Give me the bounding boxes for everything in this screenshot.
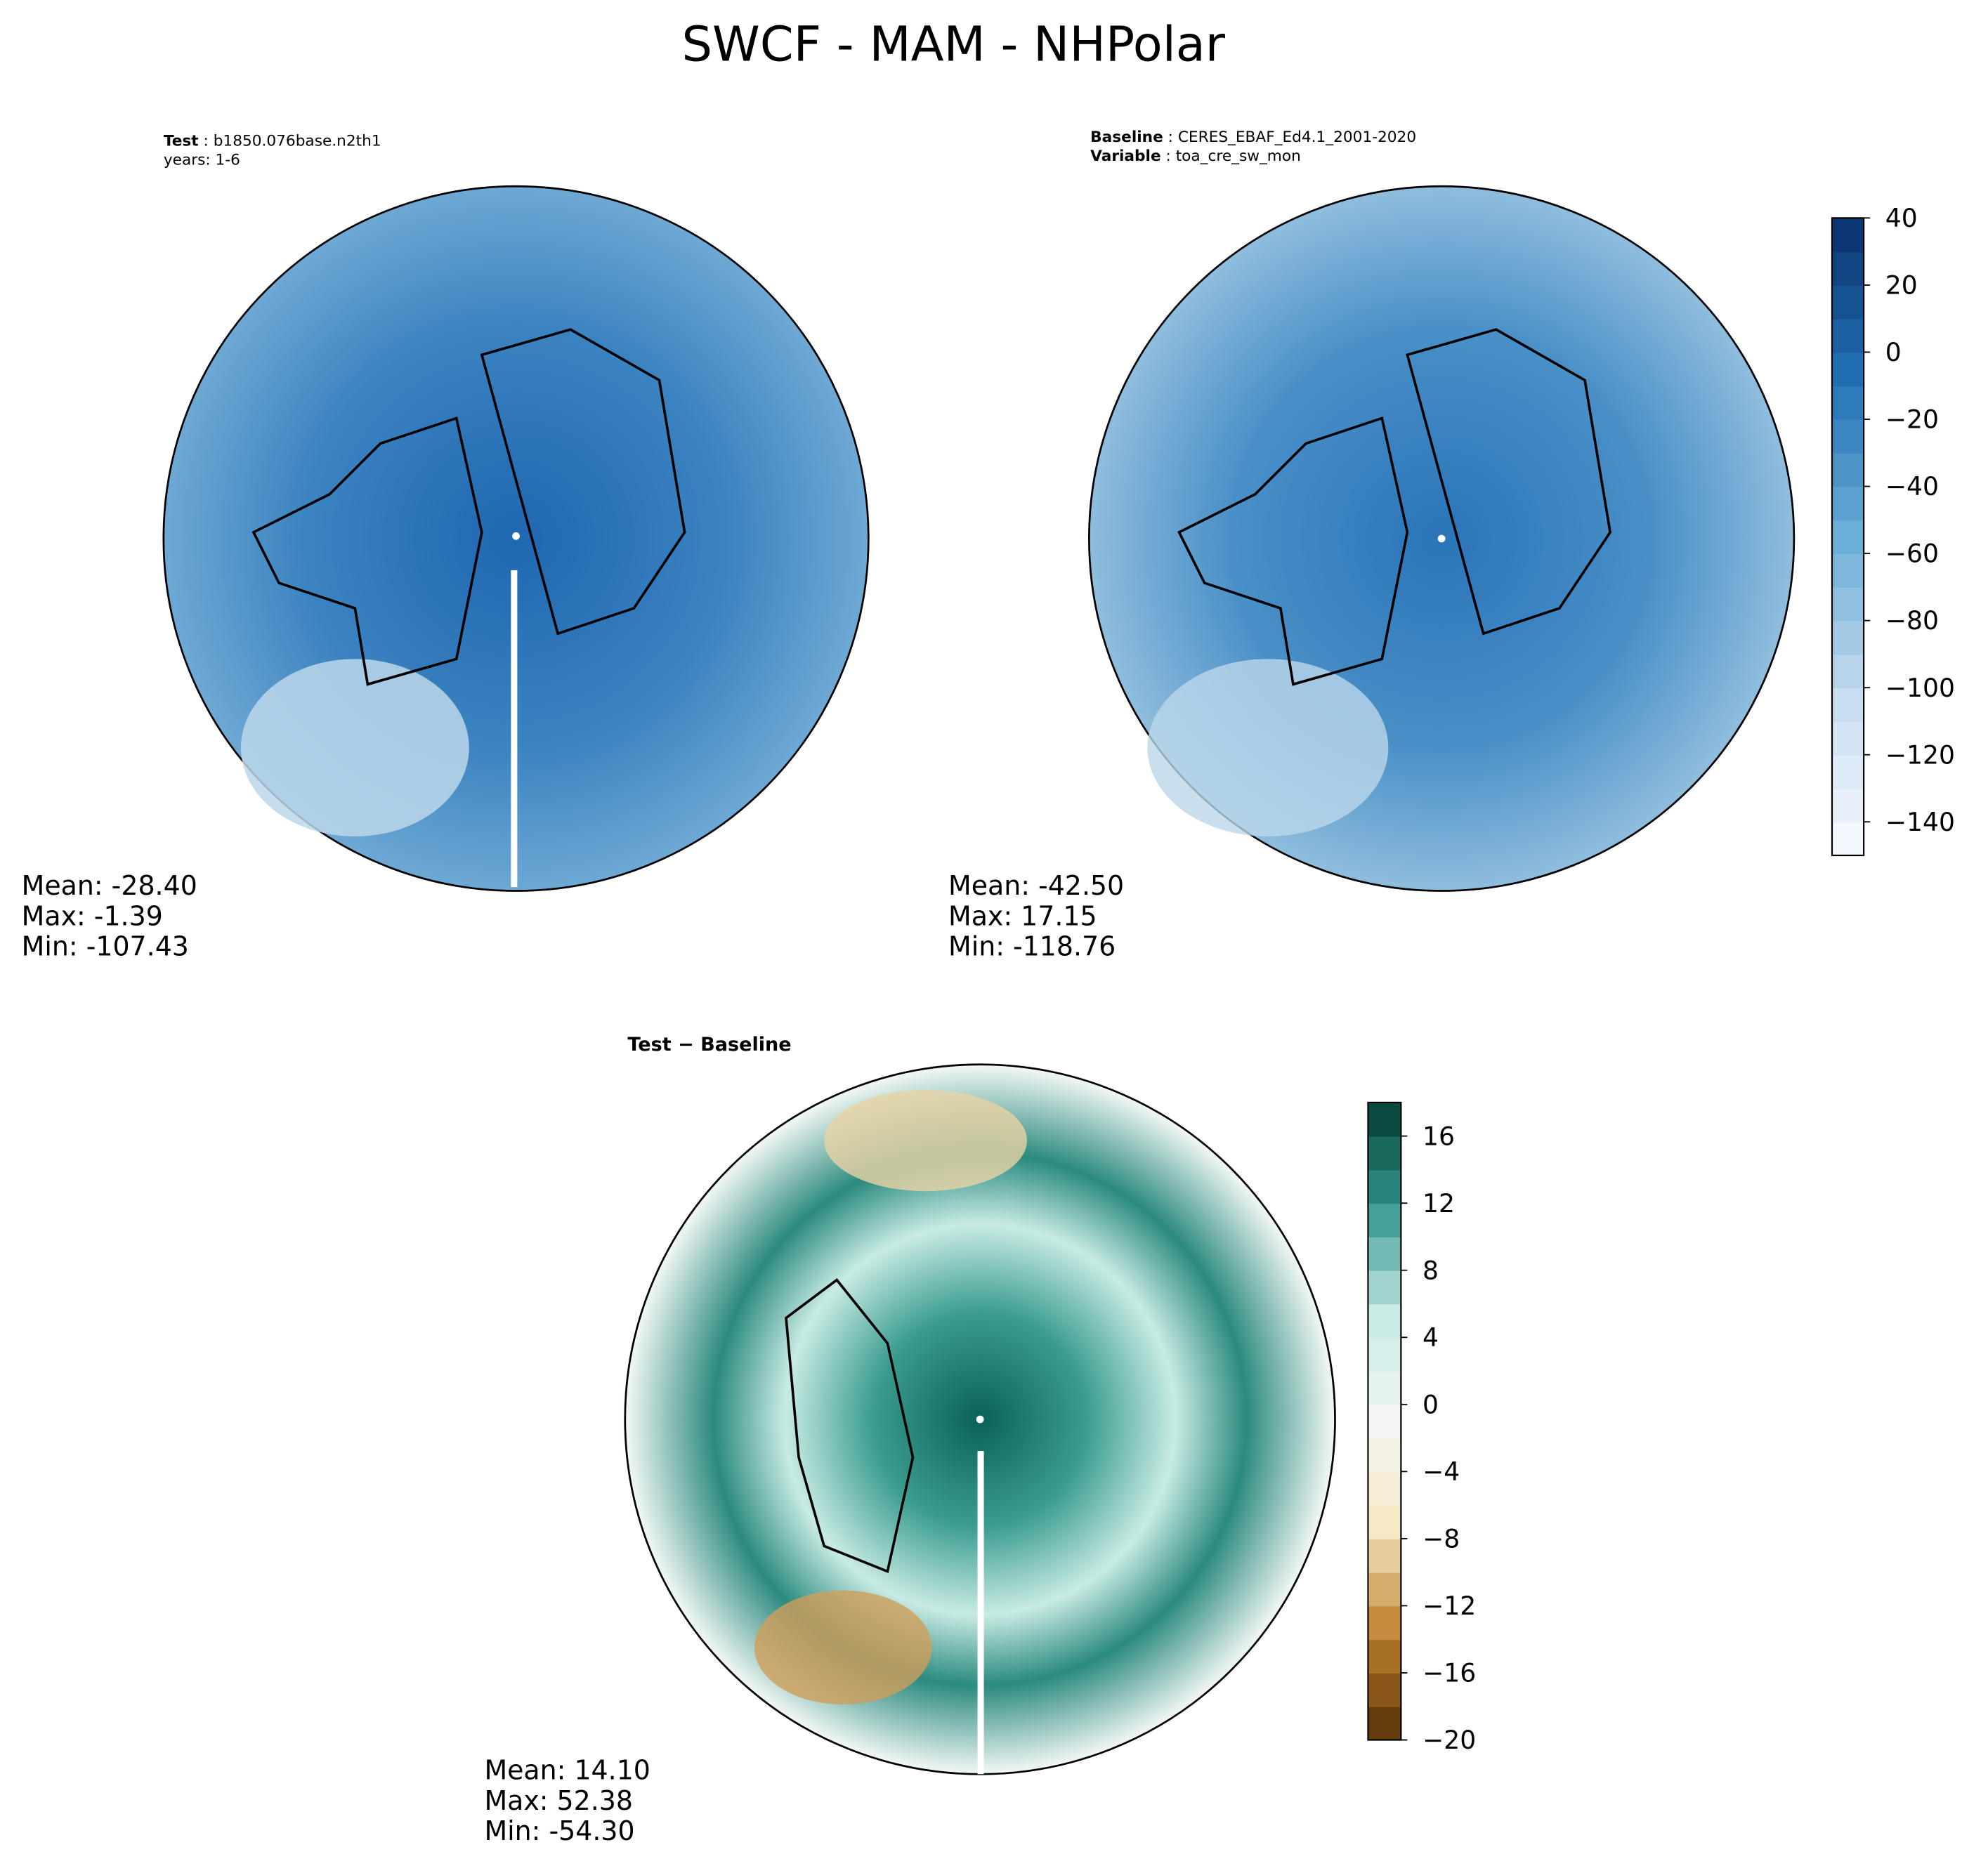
colorbar-tick-label: 40 [1885,204,1918,233]
colorbar-tick-label: −100 [1885,673,1955,703]
label-sep: : [199,133,214,150]
colorbar-tick-label: −16 [1423,1659,1476,1688]
map [1088,185,1796,892]
colorbar-band [1832,654,1864,689]
colorbar-band [1832,352,1864,387]
colorbar-band [1368,1303,1401,1339]
colorbar-band [1368,1505,1401,1539]
colorbar-band [1368,1672,1401,1707]
map [624,1063,1336,1775]
colorbar-band [1832,452,1864,487]
colorbar-tick-label: 20 [1885,271,1918,301]
colorbar-band [1368,1102,1401,1137]
colorbar-tick-label: −8 [1423,1525,1460,1554]
colorbar-band [1368,1136,1401,1171]
colorbar-band [1368,1404,1401,1439]
panel-label: years: 1-6 [164,152,240,169]
colorbar-band [1368,1639,1401,1674]
colorbar-band [1368,1438,1401,1473]
colorbar-tick-label: −140 [1885,808,1955,837]
colorbar-band [1832,520,1864,554]
colorbar-tick-label: 12 [1423,1189,1455,1218]
label-value: toa_cre_sw_mon [1176,147,1301,165]
colorbar-band [1832,251,1864,286]
colorbar-band [1368,1538,1401,1573]
colorbar-band [1368,1706,1401,1741]
stat: Mean: 14.10 [484,1754,650,1785]
panel-heading: Test − Baseline [627,1034,791,1056]
colorbar-band [1368,1236,1401,1271]
stat: Mean: -28.40 [22,870,197,901]
map [162,185,870,892]
colorbar-band [1832,788,1864,823]
colorbar-tick-label: 16 [1423,1122,1455,1151]
colorbar-band [1368,1572,1401,1607]
stat: Min: -118.76 [948,931,1116,962]
colorbar-tick-label: −20 [1423,1726,1476,1755]
colorbar-band [1832,218,1864,253]
panel-label: Test : b1850.076base.n2th1 [164,133,381,150]
colorbar-tick-label: −40 [1885,472,1939,501]
colorbar-band [1832,386,1864,420]
label-key: Baseline [1090,129,1163,146]
stat: Mean: -42.50 [948,870,1124,901]
colorbar-band [1832,620,1864,655]
colorbar-tick-label: −60 [1885,539,1939,569]
colorbar-tick-label: 8 [1423,1256,1439,1285]
colorbar-band [1832,688,1864,722]
stat: Max: -1.39 [22,900,163,931]
colorbar-band [1368,1371,1401,1405]
colorbar-band [1832,419,1864,454]
colorbar-band [1368,1471,1401,1506]
colorbar-band [1832,822,1864,856]
title: SWCF - MAM - NHPolar [681,17,1225,73]
colorbar-band [1832,284,1864,320]
colorbar-band [1368,1169,1401,1204]
colorbar-band [1832,586,1864,622]
panel-label: Baseline : CERES_EBAF_Ed4.1_2001-2020 [1090,129,1416,146]
label-value: years: 1-6 [164,152,240,169]
colorbar-band [1832,318,1864,353]
colorbar-tick-label: 0 [1885,338,1902,367]
colorbar-band [1832,754,1864,789]
label-value: CERES_EBAF_Ed4.1_2001-2020 [1178,129,1416,146]
stat: Max: 52.38 [484,1785,633,1816]
colorbar-frame [1367,1101,1402,1741]
stat: Max: 17.15 [948,900,1097,931]
label-key: Variable [1090,147,1160,165]
colorbar-band [1368,1605,1401,1641]
label-sep: : [1163,129,1178,146]
label-key: Test [164,133,199,150]
panel-label: Variable : toa_cre_sw_mon [1090,147,1301,165]
stat: Min: -54.30 [484,1815,634,1846]
colorbar-tick-label: −20 [1885,405,1939,435]
colorbar-band [1832,553,1864,588]
colorbar-band [1832,721,1864,756]
colorbar-tick-label: −120 [1885,740,1955,770]
colorbar-tick-label: 0 [1423,1390,1439,1419]
label-value: b1850.076base.n2th1 [214,133,381,150]
colorbar-frame [1831,217,1865,857]
colorbar-band [1832,486,1864,521]
label-sep: : [1161,147,1176,165]
stat: Min: -107.43 [22,931,189,962]
colorbar-tick-label: −4 [1423,1457,1460,1487]
colorbar-band [1368,1203,1401,1237]
colorbar-band [1368,1270,1401,1305]
colorbar-tick-label: −12 [1423,1591,1476,1621]
colorbar-tick-label: −80 [1885,606,1939,636]
colorbar-tick-label: 4 [1423,1323,1439,1353]
colorbar-band [1368,1337,1401,1372]
